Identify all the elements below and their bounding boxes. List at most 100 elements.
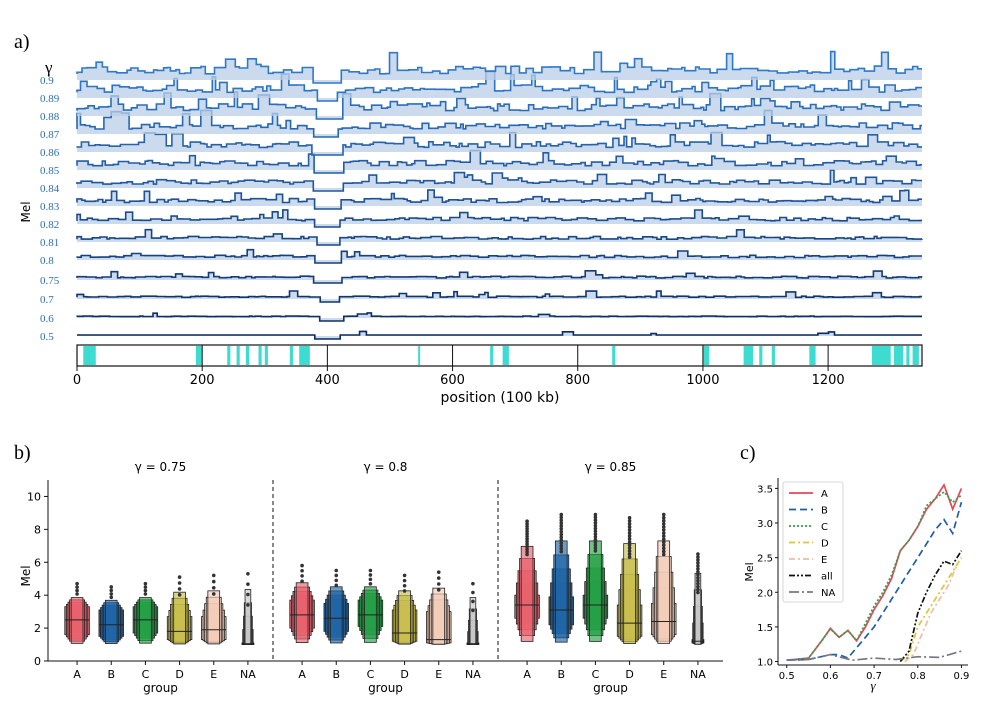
boxen-outlier [627,528,632,532]
boxen-outlier [696,567,700,571]
boxen-E: E [651,512,677,681]
gamma-label: 0.82 [40,219,59,231]
gamma-label: 0.7 [40,294,54,306]
boxen-outlier [696,564,700,568]
boxen-E: E [426,570,452,681]
gamma-label: 0.86 [40,147,60,159]
gamma-header: γ [44,58,53,77]
boxen-outlier [559,518,564,523]
boxen-outlier [559,549,564,554]
genome-segment [299,346,310,365]
boxen-outlier [627,522,632,526]
boxen-outlier [627,531,632,535]
boxen-outlier [696,578,700,583]
boxen-outlier [334,578,339,583]
panel-a-ylabel: Mel [19,201,33,222]
genome-segment [490,346,494,365]
gamma-label: 0.5 [40,331,54,343]
boxen-outlier [525,534,529,539]
boxen-outlier [334,583,339,588]
boxen-outlier [109,588,114,593]
boxen-level [554,540,568,643]
boxen-level [70,597,84,644]
boxen-outlier [559,532,564,537]
x-tick-label: 200 [190,373,215,388]
panel-b-axis: 0 2 4 6 8 10 [27,480,723,668]
boxen-outlier [627,555,632,559]
boxen-outlier [246,592,250,597]
c-y-tick-label: 3.0 [757,519,773,530]
ridge-fill [77,51,922,83]
boxen-level [295,582,309,643]
b-y-tick-label: 0 [34,655,41,668]
boxen-outlier [661,515,666,520]
boxen-D: D [616,516,643,681]
ridge-line [76,270,923,284]
ridge-line [76,189,922,210]
boxen-NA: NA [465,581,481,681]
c-series-all [899,550,963,663]
boxen-outlier [525,542,529,547]
boxen-outlier [661,540,666,545]
genome-segment [912,346,919,365]
b-x-tick-label: C [592,668,600,681]
c-legend-label: E [821,555,827,566]
boxen-outlier [661,552,666,557]
gamma-label: 0.6 [40,313,54,325]
c-series-B [786,501,963,662]
b-x-tick-label: E [435,668,442,681]
gamma-label: 0.75 [40,275,60,287]
boxen-level [139,597,152,644]
boxen-outlier [696,570,700,574]
c-legend-label: B [821,506,828,517]
c-y-tick-label: 1.5 [757,623,773,634]
boxen-outlier [559,535,564,540]
boxen-outlier [559,541,564,545]
boxen-outlier [661,543,666,548]
b-x-tick-label: A [523,668,531,681]
c-y-tick-label: 3.5 [757,484,773,495]
genome-segment [759,346,763,365]
boxen-outlier [525,547,529,552]
c-series-D [899,557,963,663]
c-series-E [904,564,958,663]
ridge-line [76,50,922,84]
genome-segment [227,346,231,365]
boxen-outlier [627,516,632,520]
b-x-tick-label: NA [690,668,706,681]
boxen-outlier [75,581,79,586]
b-x-tick-label: E [660,668,667,681]
boxen-outlier [661,546,666,551]
boxen-outlier [627,537,632,541]
boxen-outlier [559,515,564,520]
genome-segment [195,346,203,365]
panel-c-axis: 1.0 1.5 2.0 2.5 3.0 3.5 0.5 0.6 0.7 0.8 0.9 [757,478,969,682]
b-x-tick-label: C [367,668,375,681]
boxen-outlier [593,535,598,539]
panel-c-lines [786,482,963,663]
boxen-outlier [143,588,148,593]
ridge-line [76,91,922,120]
b-x-tick-label: D [175,668,183,681]
boxen-outlier [525,539,529,544]
genome-segment [612,346,616,365]
boxen-outlier [525,552,529,557]
boxen-outlier [696,572,700,577]
b-x-tick-label: C [142,668,150,681]
boxen-outlier [559,512,564,517]
boxen-C: C [582,512,609,681]
boxen-outlier [211,579,216,584]
boxen-outlier [559,524,564,528]
boxen-outlier [525,550,529,554]
boxen-outlier [334,573,339,578]
boxen-D: D [166,575,193,681]
panel-c-xlabel: γ [870,678,876,693]
boxen-outlier [661,518,666,523]
b-x-tick-label: B [557,668,565,681]
boxen-outlier [300,579,304,583]
boxen-outlier [177,581,182,585]
boxen-outlier [559,538,564,542]
c-legend-label: D [821,539,829,550]
boxen-outlier [471,608,475,613]
genome-segment [871,346,891,365]
